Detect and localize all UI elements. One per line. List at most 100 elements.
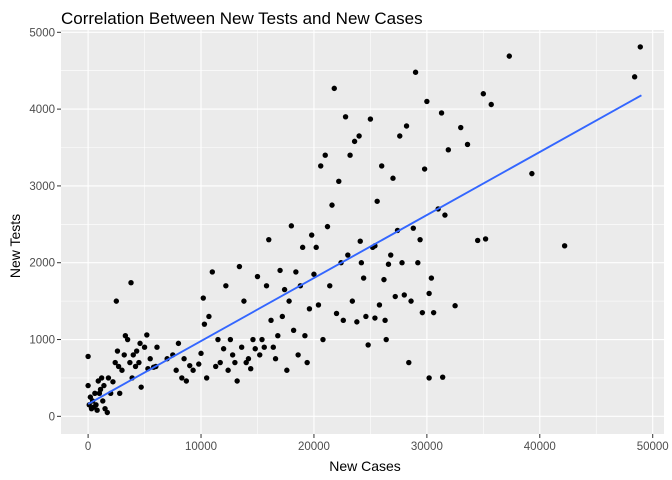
y-tick-label: 2000 (29, 258, 55, 270)
data-point (183, 378, 190, 384)
data-point (464, 141, 471, 148)
data-point (181, 356, 187, 362)
data-point (101, 382, 107, 389)
data-point (279, 313, 286, 320)
data-point (257, 352, 263, 358)
data-point (304, 359, 310, 366)
data-point (356, 133, 362, 139)
x-axis: 0 10000 20000 30000 40000 50000 (85, 434, 669, 453)
data-points (85, 44, 643, 416)
data-point (259, 336, 265, 343)
data-point (288, 223, 295, 229)
data-point (225, 367, 231, 373)
data-point (113, 298, 120, 304)
data-point (252, 346, 258, 352)
data-point (390, 175, 396, 181)
data-point (331, 85, 337, 92)
data-point (261, 344, 267, 350)
data-point (428, 275, 435, 281)
data-point (363, 313, 369, 320)
data-point (336, 178, 342, 185)
data-point (392, 293, 398, 300)
data-point (284, 367, 290, 373)
data-point (215, 336, 221, 343)
data-point (367, 116, 374, 122)
trend-line (87, 94, 642, 405)
data-point (424, 98, 430, 105)
x-tick-label: 10000 (185, 441, 217, 453)
data-point (173, 367, 179, 373)
data-point (200, 295, 206, 301)
data-point (275, 332, 281, 339)
data-point (315, 302, 322, 308)
data-point (302, 332, 308, 339)
data-point (85, 353, 91, 360)
data-point (124, 336, 131, 343)
data-point (399, 260, 405, 266)
data-point (241, 298, 247, 304)
data-point (426, 290, 432, 297)
data-point (329, 202, 335, 208)
data-point (320, 336, 326, 343)
data-point (238, 344, 245, 350)
data-point (281, 286, 288, 293)
data-point (136, 359, 142, 366)
data-point (357, 238, 363, 244)
data-point (458, 124, 464, 131)
data-point (410, 225, 417, 231)
data-point (94, 407, 100, 413)
data-point (147, 356, 153, 362)
data-point (85, 382, 91, 389)
data-point (365, 342, 371, 348)
data-point (293, 269, 299, 275)
data-point (295, 352, 301, 358)
data-point (412, 69, 419, 75)
data-point (98, 375, 105, 381)
data-point (360, 275, 367, 281)
data-point (480, 91, 487, 97)
data-point (376, 302, 383, 308)
data-point (637, 44, 643, 50)
data-point (268, 317, 274, 324)
data-point (217, 359, 223, 366)
data-point (452, 303, 458, 309)
data-point (248, 366, 254, 372)
data-point (333, 310, 340, 317)
data-point (236, 263, 243, 270)
x-tick-label: 20000 (298, 441, 330, 453)
data-point (506, 53, 512, 59)
data-point (474, 237, 481, 244)
data-point (358, 260, 365, 266)
data-point (110, 379, 116, 385)
data-point (426, 375, 432, 381)
data-point (342, 114, 349, 120)
data-point (488, 101, 494, 108)
data-point (104, 409, 110, 416)
data-point (100, 398, 106, 404)
data-point (97, 386, 104, 393)
data-point (190, 367, 196, 373)
data-point (438, 110, 445, 116)
data-point (245, 356, 252, 362)
data-point (250, 336, 256, 343)
x-tick-label: 30000 (411, 441, 443, 453)
data-point (347, 152, 353, 158)
data-point (232, 359, 238, 366)
data-point (382, 317, 388, 324)
data-point (397, 133, 403, 139)
data-point (277, 267, 283, 274)
data-point (385, 261, 392, 267)
data-point (254, 273, 261, 280)
data-point (179, 375, 185, 381)
data-point (345, 252, 351, 258)
data-point (419, 309, 426, 316)
data-point (115, 363, 122, 370)
data-point (313, 244, 319, 251)
data-point (223, 283, 229, 289)
data-point (318, 163, 324, 169)
y-tick-label: 5000 (29, 27, 55, 39)
data-point (482, 236, 489, 242)
data-point (340, 317, 347, 324)
data-point (308, 232, 315, 238)
y-tick-label: 4000 (29, 104, 55, 116)
